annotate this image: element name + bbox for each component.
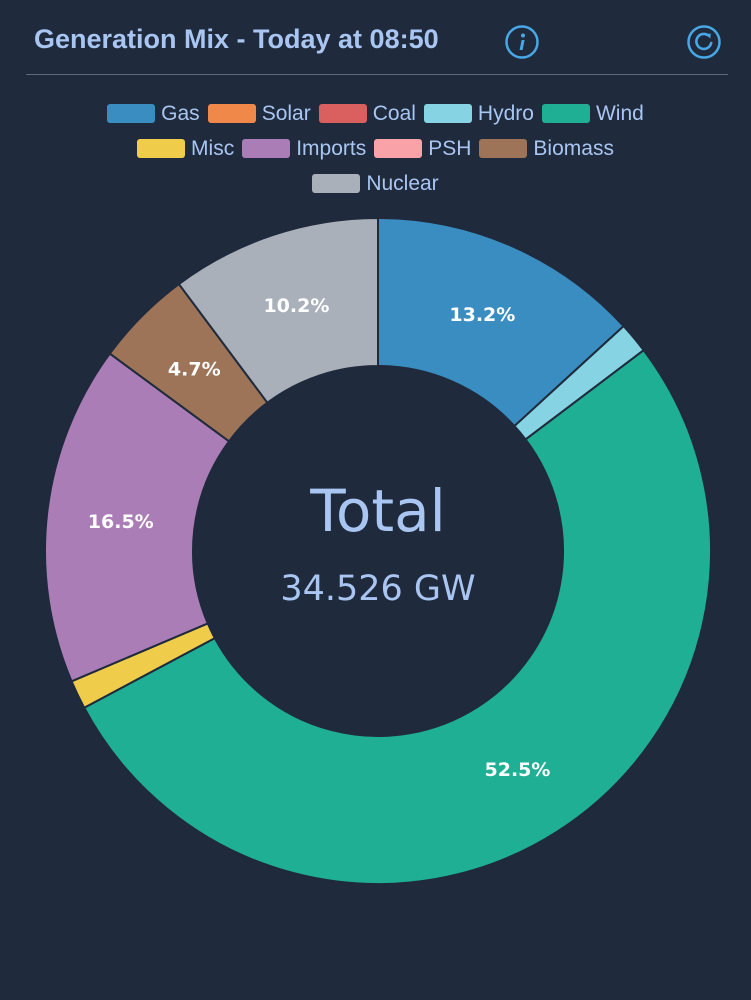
donut-chart: 13.2% 52.5% 16.5% 4.7% 10.2% Total 34.526 GW: [44, 217, 712, 885]
legend-swatch-biomass: [479, 139, 528, 158]
legend-item-coal[interactable]: Coal: [318, 101, 416, 126]
legend-label-imports: Imports: [296, 136, 367, 160]
slice-imports[interactable]: [44, 352, 231, 683]
legend-swatch-misc: [137, 139, 186, 158]
legend-item-hydro[interactable]: Hydro: [423, 101, 534, 126]
legend-label-psh: PSH: [428, 136, 472, 160]
panel-title: Generation Mix - Today at 08:50: [34, 24, 439, 54]
legend-label-misc: Misc: [191, 136, 235, 160]
slice-label-wind: 52.5%: [485, 759, 551, 781]
legend-item-gas[interactable]: Gas: [107, 102, 200, 126]
legend-label-solar: Solar: [261, 101, 311, 125]
legend-label-nuclear: Nuclear: [366, 171, 439, 195]
legend-label-gas: Gas: [161, 101, 200, 125]
legend-swatch-hydro: [423, 104, 472, 123]
legend-label-wind: Wind: [595, 101, 644, 125]
legend-swatch-wind: [541, 104, 590, 123]
legend-item-solar[interactable]: Solar: [207, 101, 311, 126]
legend-item-nuclear[interactable]: Nuclear: [312, 171, 439, 196]
panel-header: Generation Mix - Today at 08:50: [26, 0, 728, 75]
legend-swatch-gas: [107, 104, 156, 123]
slice-label-nuclear: 10.2%: [263, 295, 329, 317]
legend-item-psh[interactable]: PSH: [374, 137, 471, 161]
legend-label-hydro: Hydro: [477, 101, 534, 125]
center-value: 34.526 GW: [280, 569, 475, 609]
slice-label-biomass: 4.7%: [168, 358, 221, 380]
slice-label-gas: 13.2%: [449, 304, 515, 326]
legend-row: Gas Solar Coal Hydro Wind: [0, 96, 751, 131]
legend-swatch-solar: [207, 104, 256, 123]
slice-label-imports: 16.5%: [88, 511, 154, 533]
slice-gas[interactable]: [377, 217, 625, 428]
slice-wind[interactable]: [83, 349, 712, 885]
refresh-icon[interactable]: [686, 24, 722, 60]
center-label: Total: [309, 477, 445, 545]
legend-item-biomass[interactable]: Biomass: [479, 137, 614, 161]
donut-slices: [44, 217, 712, 885]
legend-label-coal: Coal: [372, 101, 416, 125]
legend-swatch-imports: [242, 139, 291, 158]
legend-item-misc[interactable]: Misc: [137, 137, 234, 161]
legend-label-biomass: Biomass: [533, 136, 614, 160]
legend-item-imports[interactable]: Imports: [242, 137, 366, 161]
legend-row: Misc Imports PSH Biomass: [0, 131, 751, 166]
donut-slice-labels: 13.2% 52.5% 16.5% 4.7% 10.2%: [88, 295, 551, 781]
legend-item-wind[interactable]: Wind: [541, 101, 644, 126]
legend-swatch-nuclear: [312, 174, 361, 193]
slice-nuclear[interactable]: [177, 217, 379, 404]
legend-swatch-coal: [318, 104, 367, 123]
chart-legend: Gas Solar Coal Hydro Wind Misc Imports PSH Bioma…: [0, 96, 751, 201]
legend-row: Nuclear: [0, 166, 751, 201]
legend-swatch-psh: [374, 139, 423, 158]
info-icon[interactable]: [504, 24, 540, 60]
